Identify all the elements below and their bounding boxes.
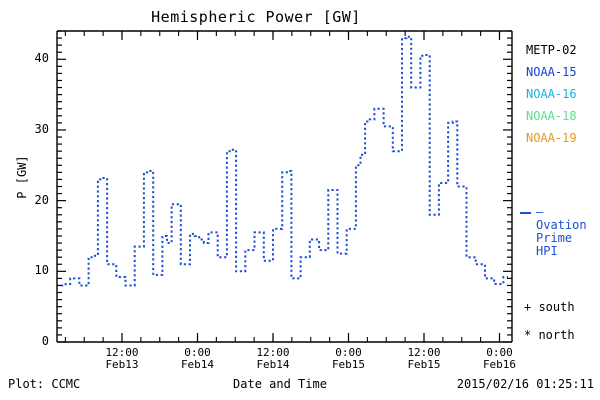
plot-credit: Plot: CCMC bbox=[8, 377, 81, 391]
ovation-prime-series bbox=[61, 35, 508, 287]
y-tick-label: 0 bbox=[41, 334, 49, 348]
x-tick-label: 0:00 Feb16 bbox=[465, 347, 535, 371]
x-axis-label: Date and Time bbox=[233, 377, 327, 391]
legend-item-metp-02[interactable]: METP-02 bbox=[526, 43, 577, 57]
plot-timestamp: 2015/02/16 01:25:11 bbox=[456, 377, 594, 391]
legend-item-noaa-19[interactable]: NOAA-19 bbox=[526, 131, 577, 145]
x-tick-date: Feb16 bbox=[482, 358, 517, 371]
y-tick-label: 10 bbox=[34, 263, 49, 278]
x-tick-time: 0:00 bbox=[335, 346, 362, 359]
x-tick-time: 12:00 bbox=[105, 346, 139, 359]
x-tick-date: Feb13 bbox=[105, 358, 139, 371]
x-axis-ticks bbox=[64, 31, 501, 342]
x-tick-label: 12:00 Feb13 bbox=[87, 347, 157, 371]
ovation-legend-label: — Ovation Prime HPI bbox=[536, 206, 600, 258]
x-tick-time: 0:00 bbox=[184, 346, 211, 359]
ovation-legend-line1: — Ovation bbox=[536, 205, 587, 232]
legend-item-noaa-16[interactable]: NOAA-16 bbox=[526, 87, 577, 101]
y-axis-ticks bbox=[57, 30, 512, 343]
ovation-legend-dash bbox=[520, 212, 531, 214]
x-tick-label: 0:00 Feb14 bbox=[163, 347, 233, 371]
x-tick-date: Feb15 bbox=[331, 358, 366, 371]
x-tick-label: 0:00 Feb15 bbox=[314, 347, 384, 371]
x-tick-time: 12:00 bbox=[407, 346, 441, 359]
marker-legend-north: * north bbox=[524, 328, 575, 342]
x-tick-label: 12:00 Feb14 bbox=[238, 347, 308, 371]
x-tick-date: Feb14 bbox=[180, 358, 215, 371]
marker-legend-south: + south bbox=[524, 300, 575, 314]
y-tick-label: 40 bbox=[34, 51, 49, 66]
y-tick-label: 20 bbox=[34, 192, 49, 207]
legend-item-noaa-18[interactable]: NOAA-18 bbox=[526, 109, 577, 123]
chart-title: Hemispheric Power [GW] bbox=[151, 8, 361, 26]
series-path-0 bbox=[61, 35, 508, 287]
y-tick-label: 30 bbox=[34, 121, 49, 136]
axes-frame bbox=[56, 30, 513, 343]
x-tick-time: 12:00 bbox=[256, 346, 290, 359]
x-tick-date: Feb14 bbox=[256, 358, 290, 371]
ovation-legend-line2: Prime HPI bbox=[536, 231, 573, 258]
legend-item-noaa-15[interactable]: NOAA-15 bbox=[526, 65, 577, 79]
x-tick-date: Feb15 bbox=[407, 358, 441, 371]
x-tick-label: 12:00 Feb15 bbox=[389, 347, 459, 371]
x-tick-time: 0:00 bbox=[486, 346, 513, 359]
